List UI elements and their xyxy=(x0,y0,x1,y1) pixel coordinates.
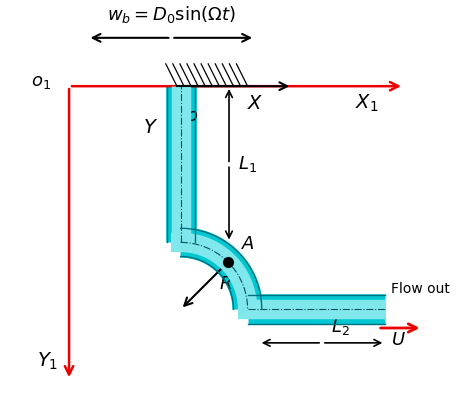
Text: $L_2$: $L_2$ xyxy=(331,317,350,337)
Text: $L_1$: $L_1$ xyxy=(238,154,257,174)
Text: $X$: $X$ xyxy=(247,93,264,113)
Text: $o$: $o$ xyxy=(186,107,199,125)
Text: Flow out: Flow out xyxy=(391,282,450,296)
Text: $R$: $R$ xyxy=(219,275,232,294)
Text: $X_1$: $X_1$ xyxy=(355,93,378,114)
Text: $Y_1$: $Y_1$ xyxy=(36,351,58,372)
Text: $Y$: $Y$ xyxy=(143,117,158,137)
Text: $w_b=D_0\sin(\Omega t)$: $w_b=D_0\sin(\Omega t)$ xyxy=(107,4,236,25)
Text: $o_1$: $o_1$ xyxy=(30,73,50,91)
Text: $A$: $A$ xyxy=(241,235,255,253)
Text: $U$: $U$ xyxy=(391,331,406,349)
